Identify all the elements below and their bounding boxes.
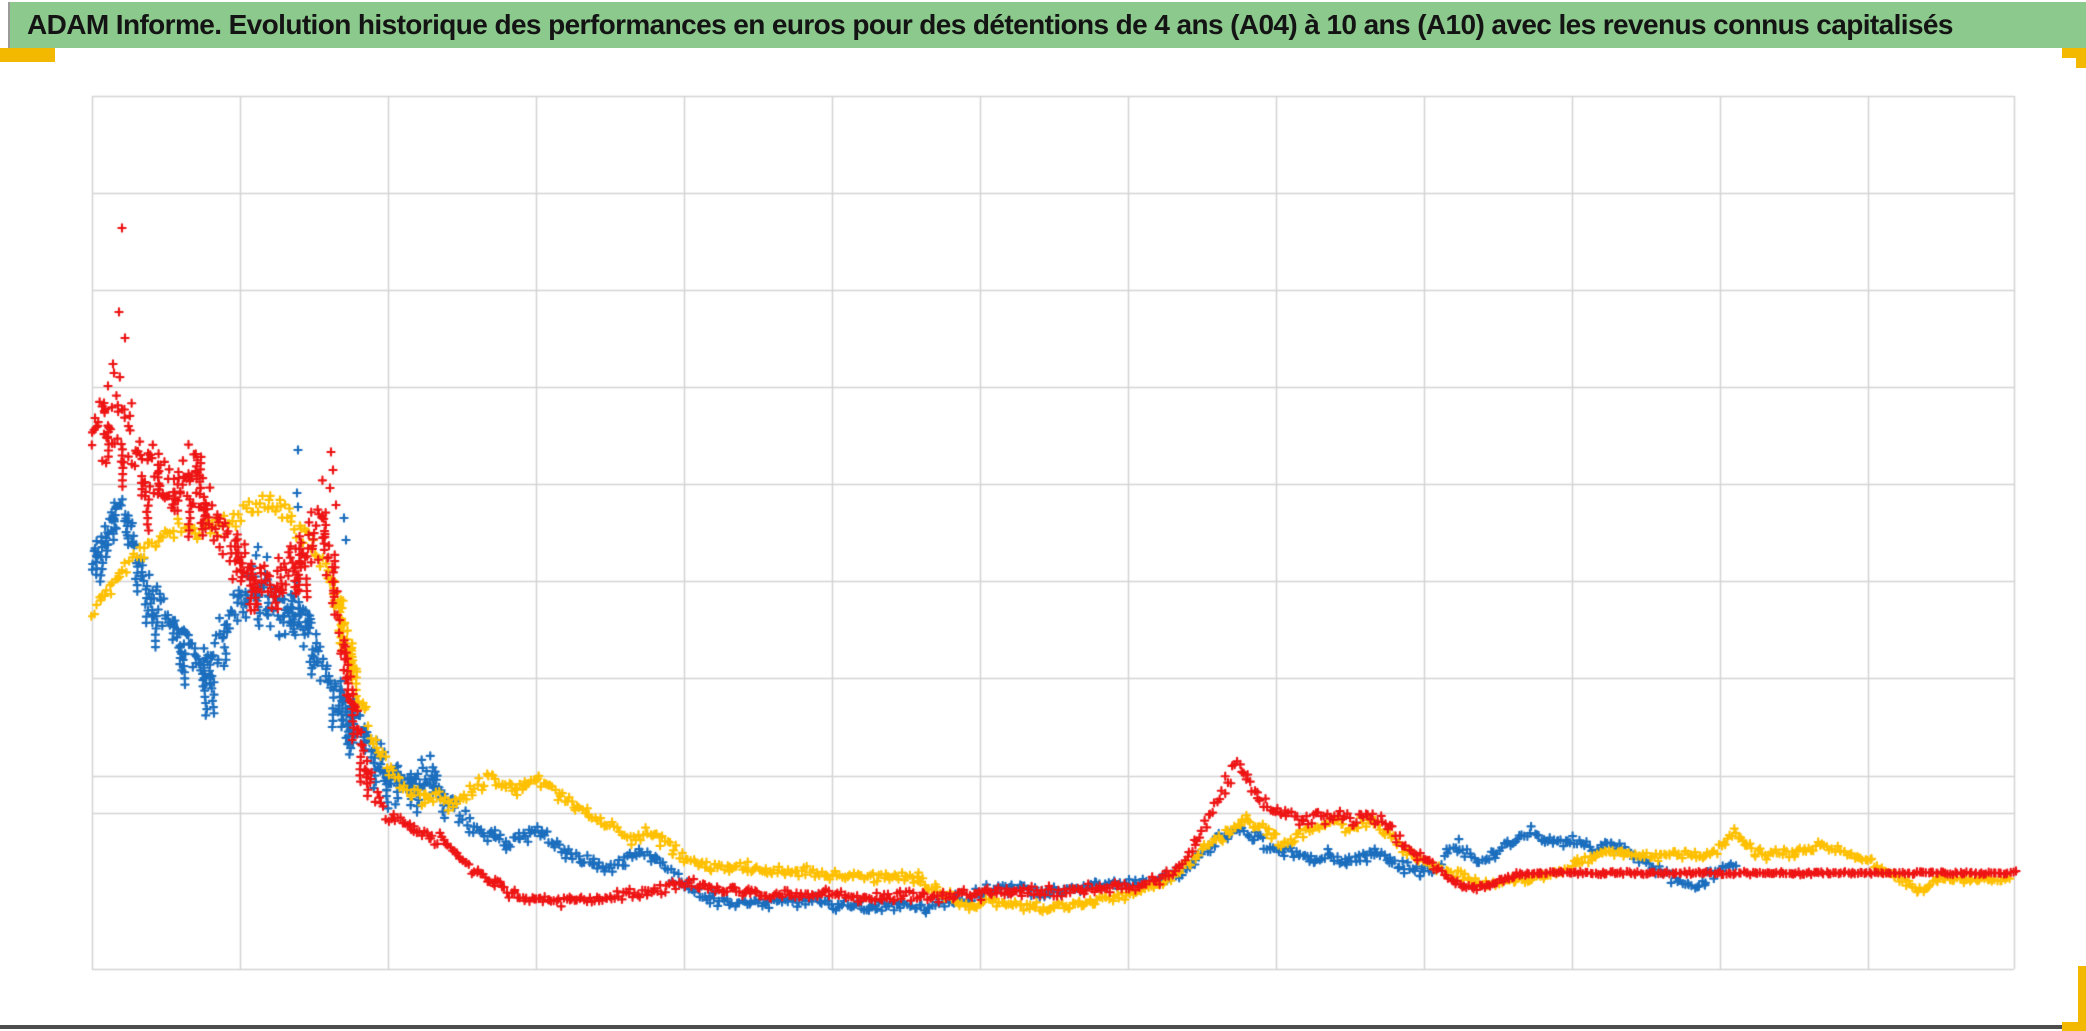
corner-accent-bottom-right-v	[2078, 966, 2086, 1031]
corner-accent-top-right-h	[2062, 48, 2086, 58]
corner-accent-top-left	[0, 48, 55, 62]
page-title: ADAM Informe. Evolution historique des p…	[27, 9, 1953, 40]
bottom-rule	[0, 1025, 2086, 1029]
corner-accent-top-right-v	[2076, 48, 2086, 68]
title-bar: ADAM Informe. Evolution historique des p…	[8, 2, 2086, 48]
corner-accent-bottom-right-h	[2062, 1022, 2086, 1031]
